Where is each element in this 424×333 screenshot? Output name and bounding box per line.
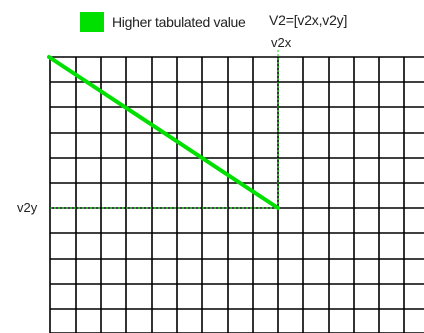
legend-swatch xyxy=(80,12,104,32)
vector-line xyxy=(47,55,280,210)
vector-label: V2=[v2x,v2y] xyxy=(269,12,348,28)
v2y-label: v2y xyxy=(17,200,38,215)
legend: Higher tabulated value xyxy=(80,11,246,33)
legend-label: Higher tabulated value xyxy=(112,14,246,30)
v2x-label: v2x xyxy=(271,35,292,50)
grid xyxy=(49,56,424,333)
